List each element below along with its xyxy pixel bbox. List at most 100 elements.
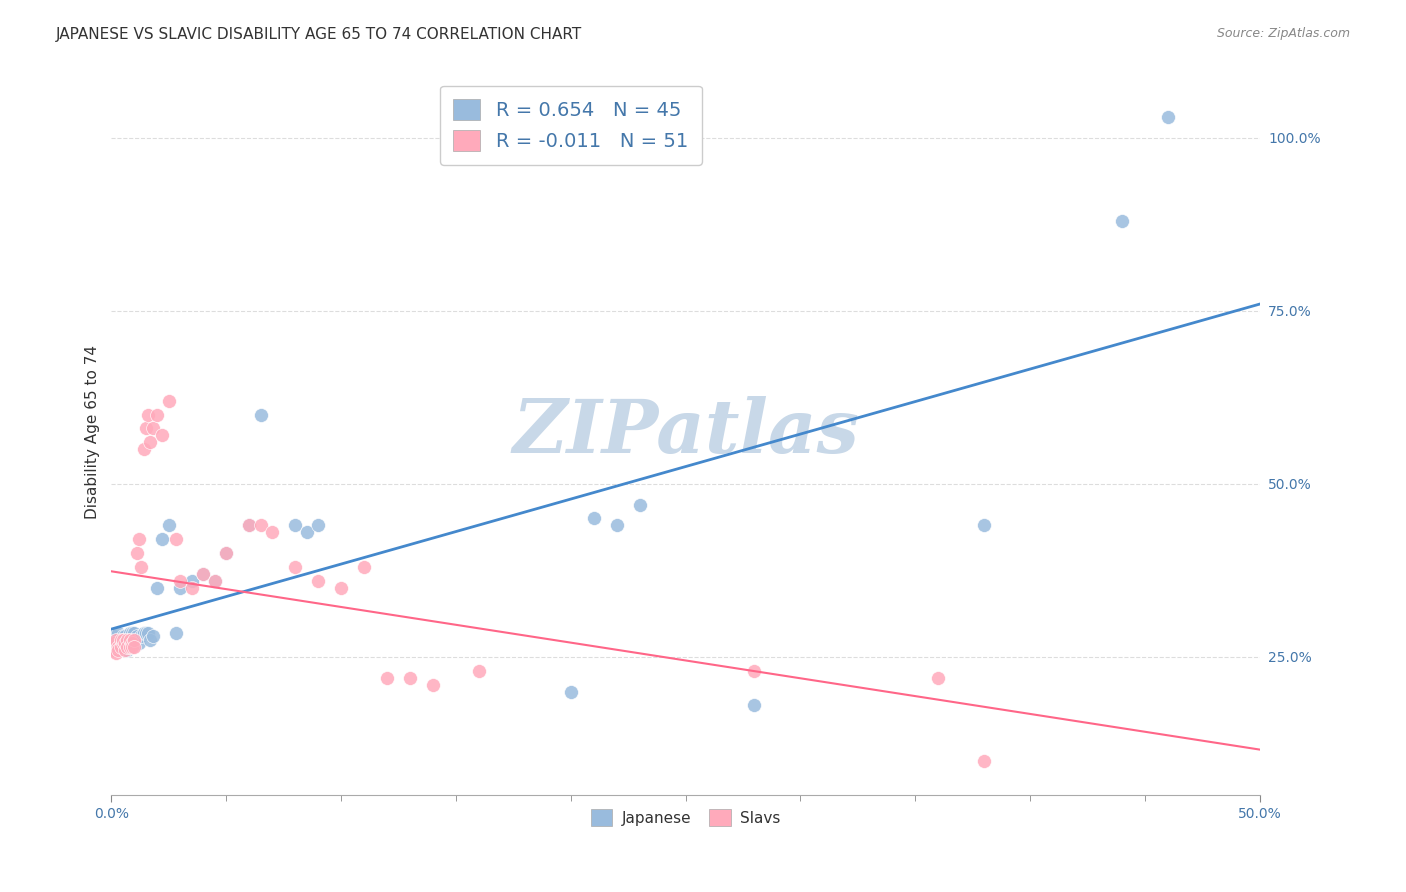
Point [118,625,141,640]
Point [124,625,146,640]
Point [142,629,165,643]
Point [399,671,422,685]
Point [105,632,128,647]
Text: JAPANESE VS SLAVIC DISABILITY AGE 65 TO 74 CORRELATION CHART: JAPANESE VS SLAVIC DISABILITY AGE 65 TO … [56,27,582,42]
Point [121,636,143,650]
Point [973,518,995,533]
Point [169,581,191,595]
Point [111,636,134,650]
Point [114,636,136,650]
Point [139,632,162,647]
Point [150,428,173,442]
Point [103,629,125,643]
Point [353,560,375,574]
Point [193,566,215,581]
Point [107,643,129,657]
Point [375,671,398,685]
Point [204,574,226,588]
Point [284,560,307,574]
Point [107,625,129,640]
Point [128,636,150,650]
Point [105,632,128,647]
Point [114,643,136,657]
Point [295,525,318,540]
Point [422,678,444,692]
Point [124,640,146,654]
Point [136,408,159,422]
Point [249,408,271,422]
Point [107,636,129,650]
Point [307,574,329,588]
Point [132,625,155,640]
Point [744,664,766,678]
Legend: Japanese, Slavs: Japanese, Slavs [582,800,789,835]
Point [118,640,141,654]
Point [117,636,139,650]
Point [135,625,157,640]
Point [215,546,238,560]
Point [582,511,605,525]
Point [606,518,628,533]
Point [117,643,139,657]
Point [927,671,949,685]
Point [117,640,139,654]
Point [204,574,226,588]
Y-axis label: Disability Age 65 to 74: Disability Age 65 to 74 [86,345,100,519]
Point [238,518,260,533]
Point [180,581,202,595]
Point [128,533,150,547]
Point [129,560,152,574]
Point [129,629,152,643]
Text: ZIPatlas: ZIPatlas [512,396,859,468]
Point [180,574,202,588]
Point [105,643,128,657]
Point [118,632,141,647]
Point [111,632,134,647]
Point [560,684,582,698]
Point [117,632,139,647]
Point [307,518,329,533]
Point [110,632,132,647]
Point [114,629,136,643]
Point [103,636,125,650]
Point [107,640,129,654]
Point [125,546,148,560]
Point [165,533,187,547]
Point [262,525,284,540]
Point [973,754,995,768]
Point [103,643,125,657]
Point [136,625,159,640]
Point [169,574,191,588]
Point [111,629,134,643]
Point [146,408,169,422]
Point [135,421,157,435]
Point [1157,110,1180,124]
Text: Source: ZipAtlas.com: Source: ZipAtlas.com [1216,27,1350,40]
Point [105,647,128,661]
Point [146,581,169,595]
Point [157,393,180,408]
Point [121,640,143,654]
Point [284,518,307,533]
Point [193,566,215,581]
Point [1111,214,1133,228]
Point [150,533,173,547]
Point [132,442,155,457]
Point [249,518,271,533]
Point [121,625,143,640]
Point [628,498,651,512]
Point [110,640,132,654]
Point [165,625,187,640]
Point [111,636,134,650]
Point [114,632,136,647]
Point [157,518,180,533]
Point [468,664,491,678]
Point [110,632,132,647]
Point [139,435,162,450]
Point [142,421,165,435]
Point [215,546,238,560]
Point [330,581,353,595]
Point [744,698,766,713]
Point [125,629,148,643]
Point [238,518,260,533]
